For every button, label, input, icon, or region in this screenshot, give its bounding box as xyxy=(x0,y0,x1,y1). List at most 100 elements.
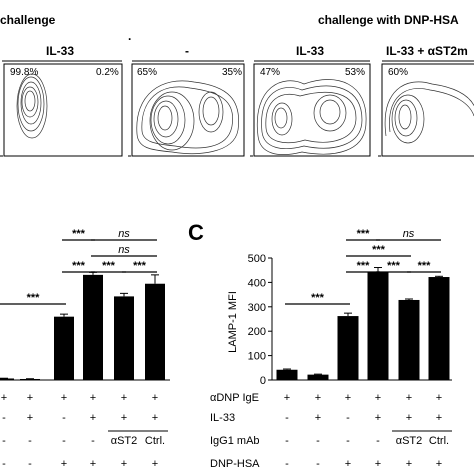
condition-left-row1: + xyxy=(27,392,33,404)
condition-left-row4: + xyxy=(61,458,67,470)
bar-chart-left: ****** *** ***ns*** ns xyxy=(0,228,170,381)
facs-pct-right-3: 53% xyxy=(345,67,365,78)
bar-5 xyxy=(114,296,134,380)
condition-left-row2: + xyxy=(121,412,127,424)
bar-3 xyxy=(337,316,359,380)
facs-contour-4 xyxy=(384,81,474,144)
condition-right-row1: + xyxy=(375,392,381,404)
condition-right-row1: + xyxy=(436,392,442,404)
bar-3 xyxy=(54,316,74,380)
significance-label: ns xyxy=(403,228,415,240)
condition-left-row4: + xyxy=(121,458,127,470)
condition-right-row1: + xyxy=(284,392,290,404)
facs-contour-1 xyxy=(16,73,48,139)
condition-right-row3: Ctrl. xyxy=(429,435,449,447)
facs-pct-right-1: 0.2% xyxy=(96,67,119,78)
facs-contour-3 xyxy=(256,79,367,155)
condition-left-row4: - xyxy=(2,458,6,470)
condition-right-row4: + xyxy=(436,458,442,470)
panel-c-letter: C xyxy=(188,220,204,245)
bar-1 xyxy=(276,369,298,380)
condition-row-label: IL-33 xyxy=(210,412,235,424)
significance-label: *** xyxy=(357,228,371,240)
significance-label: ns xyxy=(118,228,130,240)
significance-label: *** xyxy=(27,292,41,304)
y-tick-label: 200 xyxy=(248,326,266,338)
facs-label-2: - xyxy=(185,44,189,58)
y-tick-label: 500 xyxy=(248,253,266,265)
condition-left-row1: + xyxy=(1,392,7,404)
significance-label: *** xyxy=(72,260,86,272)
condition-left-row1: + xyxy=(121,392,127,404)
facs-plot-3 xyxy=(253,63,371,157)
header-right: challenge with DNP-HSA xyxy=(318,13,459,27)
facs-plot-4 xyxy=(381,63,474,157)
bar-4 xyxy=(367,271,389,380)
condition-row-label: αDNP IgE xyxy=(210,392,259,404)
significance-label: *** xyxy=(311,292,325,304)
condition-right-row3: - xyxy=(285,435,289,447)
bar-5 xyxy=(398,299,420,380)
condition-right-row2: + xyxy=(315,412,321,424)
condition-right-row3: - xyxy=(376,435,380,447)
condition-right-row1: + xyxy=(406,392,412,404)
significance-label: *** xyxy=(72,228,86,240)
facs-label-4: IL-33 + αST2m xyxy=(386,44,468,58)
condition-left-row4: + xyxy=(152,458,158,470)
condition-left-row2: - xyxy=(62,412,66,424)
y-tick-label: 300 xyxy=(248,302,266,314)
facs-pct-left-4: 60% xyxy=(388,67,408,78)
significance-label: ns xyxy=(118,244,130,256)
bar-2 xyxy=(307,374,329,380)
condition-right-row2: - xyxy=(285,412,289,424)
condition-right-row1: + xyxy=(315,392,321,404)
header-dot: . xyxy=(128,29,131,43)
condition-right-row4: - xyxy=(316,458,320,470)
condition-left-row4: + xyxy=(90,458,96,470)
significance-label: *** xyxy=(387,260,401,272)
condition-left-row2: - xyxy=(2,412,6,424)
condition-left-row3: - xyxy=(2,435,6,447)
facs-pct-left-2: 65% xyxy=(137,67,157,78)
condition-right-row4: + xyxy=(406,458,412,470)
condition-right-row4: + xyxy=(345,458,351,470)
bar-1 xyxy=(0,378,14,380)
condition-right-row2: + xyxy=(406,412,412,424)
significance-label: *** xyxy=(357,260,371,272)
significance-label: *** xyxy=(372,244,386,256)
facs-label-1: IL-33 xyxy=(46,44,74,58)
condition-left-row3: - xyxy=(91,435,95,447)
condition-right-row4: - xyxy=(285,458,289,470)
condition-left-row2: + xyxy=(90,412,96,424)
condition-left-row2: + xyxy=(27,412,33,424)
bar-6 xyxy=(145,283,165,380)
condition-table: + + + + + + + + + + + + αDNP IgE - + - + + + - + - + + + IL-33 - - -… xyxy=(1,392,452,470)
condition-right-row2: + xyxy=(436,412,442,424)
condition-left-row1: + xyxy=(90,392,96,404)
condition-left-row4: - xyxy=(28,458,32,470)
facs-pct-right-2: 35% xyxy=(222,67,242,78)
condition-right-row3: - xyxy=(316,435,320,447)
panel-c-ylabel: LAMP-1 MFI xyxy=(227,291,239,353)
significance-label: *** xyxy=(133,260,147,272)
condition-left-row3: - xyxy=(62,435,66,447)
condition-right-row2: + xyxy=(375,412,381,424)
facs-plot-1 xyxy=(3,63,123,157)
significance-label: *** xyxy=(418,260,432,272)
condition-left-row2: + xyxy=(152,412,158,424)
condition-row-label: IgG1 mAb xyxy=(210,435,260,447)
facs-label-3: IL-33 xyxy=(296,44,324,58)
significance-label: *** xyxy=(102,260,116,272)
bar-4 xyxy=(83,274,103,380)
bar-6 xyxy=(428,277,450,380)
condition-right-row3: αST2 xyxy=(396,435,423,447)
condition-right-row3: - xyxy=(346,435,350,447)
condition-left-row1: + xyxy=(61,392,67,404)
condition-row-label: DNP-HSA xyxy=(210,458,260,470)
facs-pct-left-1: 99.8% xyxy=(10,67,38,78)
condition-right-row2: - xyxy=(346,412,350,424)
y-tick-label: 400 xyxy=(248,277,266,289)
condition-left-row1: + xyxy=(152,392,158,404)
